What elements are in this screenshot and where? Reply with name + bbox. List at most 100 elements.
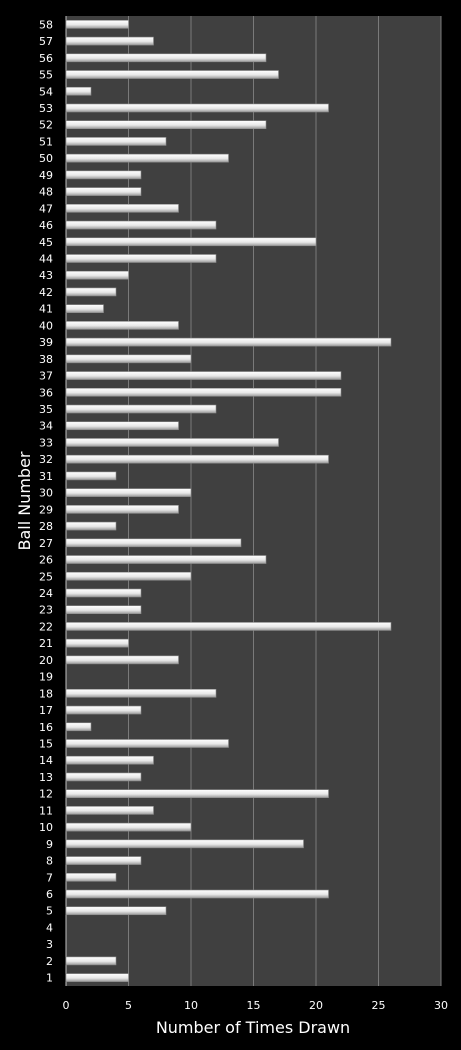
bar-ball-34	[65, 421, 179, 431]
y-tick-label: 22	[39, 620, 53, 633]
bar-ball-51	[65, 137, 167, 146]
y-tick-label: 53	[39, 102, 53, 115]
y-tick-label: 5	[46, 905, 53, 918]
bar-ball-16	[65, 722, 92, 732]
y-tick-label: 40	[39, 319, 53, 332]
y-tick-label: 24	[39, 587, 53, 600]
y-tick-label: 27	[39, 537, 53, 550]
y-tick-label: 57	[39, 35, 53, 48]
y-tick-label: 36	[39, 386, 53, 399]
y-tick-label: 20	[39, 654, 53, 667]
bar-ball-8	[65, 856, 142, 865]
bar-ball-22	[65, 622, 392, 631]
bar-ball-53	[65, 103, 329, 113]
bar-ball-52	[65, 120, 267, 130]
y-tick-label: 43	[39, 269, 53, 282]
y-tick-label: 46	[39, 219, 53, 232]
bar-ball-30	[65, 488, 192, 497]
y-tick-label: 8	[46, 855, 53, 868]
bar-ball-15	[65, 739, 229, 748]
x-tick-label: 30	[434, 999, 448, 1012]
y-tick-label: 29	[39, 503, 53, 516]
bar-ball-2	[65, 956, 117, 966]
x-tick-label: 0	[63, 999, 70, 1012]
y-tick-label: 32	[39, 453, 53, 466]
bar-ball-48	[65, 187, 142, 196]
bar-ball-56	[65, 53, 267, 63]
bar-ball-40	[65, 321, 179, 330]
bar-ball-37	[65, 371, 342, 380]
bar-ball-23	[65, 605, 142, 615]
x-tick-label: 15	[247, 999, 261, 1012]
bar-ball-27	[65, 538, 242, 548]
y-tick-label: 26	[39, 554, 53, 567]
bar-ball-54	[65, 86, 92, 96]
y-tick-label: 4	[46, 921, 53, 934]
bar-ball-36	[65, 387, 342, 397]
x-tick-labels: 0 5 10 15 20 25 30	[63, 999, 449, 1012]
y-tick-label: 14	[39, 754, 53, 767]
bar-ball-12	[65, 789, 329, 798]
x-tick-label: 25	[372, 999, 386, 1012]
bar-ball-24	[65, 588, 142, 598]
y-tick-label: 37	[39, 370, 53, 383]
y-tick-label: 41	[39, 303, 53, 316]
bar-ball-49	[65, 170, 142, 180]
bar-ball-11	[65, 806, 154, 815]
y-tick-label: 42	[39, 286, 53, 299]
y-tick-label: 15	[39, 738, 53, 751]
bar-ball-25	[65, 571, 192, 581]
y-tick-label: 31	[39, 470, 53, 483]
bar-ball-55	[65, 70, 279, 79]
x-tick-label: 10	[184, 999, 198, 1012]
bar-ball-6	[65, 889, 329, 899]
x-tick-label: 5	[125, 999, 132, 1012]
bar-ball-28	[65, 521, 117, 531]
y-tick-label: 38	[39, 353, 53, 366]
bar-ball-29	[65, 505, 179, 514]
y-tick-label: 7	[46, 871, 53, 884]
bar-ball-10	[65, 822, 192, 832]
y-tick-label: 35	[39, 403, 53, 416]
y-tick-label: 39	[39, 336, 53, 349]
bar-ball-39	[65, 337, 392, 347]
y-tick-label: 2	[46, 955, 53, 968]
bar-ball-57	[65, 36, 154, 46]
y-tick-label: 44	[39, 253, 53, 266]
y-tick-label: 21	[39, 637, 53, 650]
y-tick-label: 6	[46, 888, 53, 901]
y-tick-label: 28	[39, 520, 53, 533]
y-tick-label: 13	[39, 771, 53, 784]
y-tick-label: 30	[39, 487, 53, 500]
y-tick-label: 58	[39, 18, 53, 31]
y-tick-label: 17	[39, 704, 53, 717]
y-tick-label: 3	[46, 938, 53, 951]
x-tick-label: 20	[309, 999, 323, 1012]
bars	[65, 20, 392, 982]
y-axis-title: Ball Number	[15, 451, 34, 550]
bar-ball-7	[65, 872, 117, 882]
bar-ball-43	[65, 270, 129, 280]
bar-ball-26	[65, 555, 267, 564]
y-tick-label: 9	[46, 838, 53, 851]
y-tick-label: 18	[39, 687, 53, 700]
y-tick-label: 45	[39, 236, 53, 249]
bar-ball-20	[65, 655, 179, 665]
bar-ball-18	[65, 689, 217, 698]
y-tick-label: 10	[39, 821, 53, 834]
bar-ball-13	[65, 772, 142, 782]
y-tick-label: 48	[39, 186, 53, 199]
bar-ball-32	[65, 454, 329, 464]
y-tick-label: 23	[39, 604, 53, 617]
x-axis-title: Number of Times Drawn	[156, 1018, 350, 1037]
y-tick-label: 16	[39, 721, 53, 734]
bar-ball-33	[65, 438, 279, 447]
bar-ball-47	[65, 204, 179, 213]
bar-ball-50	[65, 153, 229, 163]
y-tick-label: 51	[39, 135, 53, 148]
bar-ball-9	[65, 839, 304, 849]
bar-ball-44	[65, 254, 217, 263]
bar-ball-42	[65, 287, 117, 297]
bar-ball-41	[65, 304, 104, 313]
